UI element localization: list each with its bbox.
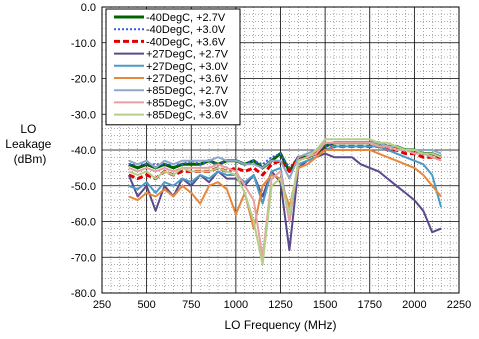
x-axis-label: LO Frequency (MHz): [224, 318, 336, 332]
y-axis-label: LO Leakage (dBm): [5, 122, 54, 166]
legend-items: -40DegC, +2.7V-40DegC, +3.0V-40DegC, +3.…: [114, 12, 229, 122]
y-axis-label-line: (dBm): [14, 152, 47, 166]
legend-label: +85DegC, +3.6V: [146, 110, 229, 122]
plot-frame: [101, 6, 460, 294]
legend-label: -40DegC, +2.7V: [146, 12, 226, 24]
legend-label: +27DegC, +3.0V: [146, 61, 229, 73]
x-tick-label: 1750: [358, 299, 382, 311]
x-tick-label: 250: [93, 299, 111, 311]
grid: [101, 6, 460, 294]
y-tick-label: 0.0: [81, 2, 96, 14]
x-tick-label: 1250: [268, 299, 292, 311]
series-lines: [127, 138, 443, 266]
series-line: [127, 152, 442, 252]
legend-label: +27DegC, +2.7V: [146, 49, 229, 61]
y-tick-label: -70.0: [71, 252, 96, 264]
x-tick-label: 750: [182, 299, 200, 311]
legend-label: -40DegC, +3.6V: [146, 36, 226, 48]
x-tick-label: 1500: [313, 299, 337, 311]
legend-label: +27DegC, +3.6V: [146, 73, 229, 85]
legend-label: -40DegC, +3.0V: [146, 24, 226, 36]
legend-label: +85DegC, +2.7V: [146, 85, 229, 97]
y-tick-label: -80.0: [71, 288, 96, 300]
legend-label: +85DegC, +3.0V: [146, 97, 229, 109]
y-tick-labels: 0.0 -10.0 -20.0 -30.0 -40.0 -50.0 -60.0 -70.0 -8…: [71, 2, 96, 300]
legend-box: [105, 8, 241, 126]
legend: -40DegC, +2.7V-40DegC, +3.0V-40DegC, +3.…: [105, 8, 241, 126]
series-line: [128, 138, 442, 266]
y-tick-label: -50.0: [71, 181, 96, 193]
y-tick-label: -60.0: [71, 217, 96, 229]
y-tick-label: -10.0: [71, 38, 96, 50]
x-tick-label: 2000: [402, 299, 426, 311]
y-axis-label-line: LO: [20, 122, 36, 136]
x-tick-label: 2250: [447, 299, 471, 311]
y-tick-label: -40.0: [71, 145, 96, 157]
y-tick-label: -20.0: [71, 74, 96, 86]
x-tick-label: 500: [137, 299, 155, 311]
y-axis-label-line: Leakage: [5, 137, 51, 151]
x-tick-label: 1000: [224, 299, 248, 311]
y-tick-label: -30.0: [71, 109, 96, 121]
x-tick-labels: 250 500 750 1000 1250 1500 1750 2000 2250: [93, 299, 471, 311]
